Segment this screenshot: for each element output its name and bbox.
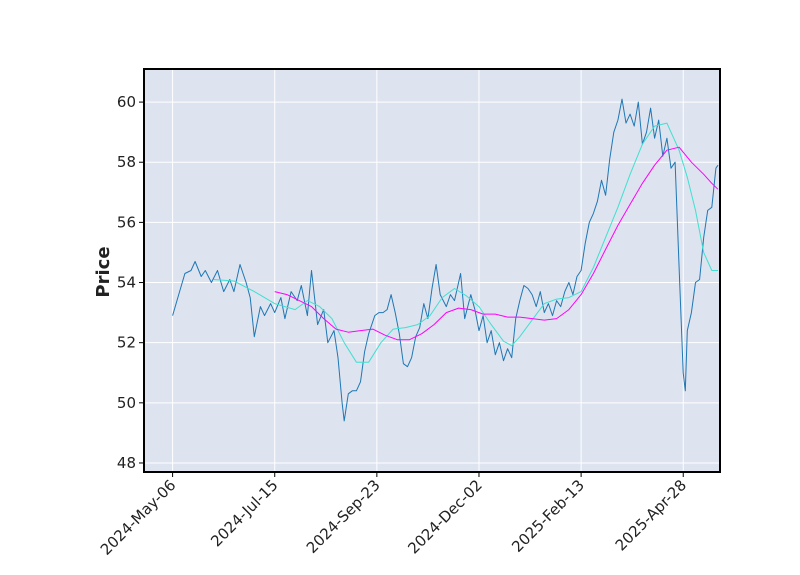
- x-axis-ticks: 2024-May-06 2024-Jul-15 2024-Sep-23 2024-De…: [97, 472, 690, 559]
- x-tick-label: 2025-Apr-28: [612, 476, 690, 554]
- y-tick-label: 50: [117, 394, 136, 412]
- y-tick-label: 52: [117, 334, 136, 352]
- y-tick-label: 56: [117, 213, 136, 231]
- y-tick-label: 48: [117, 454, 136, 472]
- series-line-price: [172, 98, 719, 422]
- x-tick-label: 2024-Jul-15: [207, 476, 281, 550]
- x-tick-label: 2024-May-06: [97, 476, 180, 559]
- plot-background: [144, 69, 720, 472]
- y-tick-label: 54: [117, 274, 136, 292]
- plot-frame: [143, 68, 721, 473]
- series-line-ma-long: [274, 146, 719, 341]
- y-tick-label: 58: [117, 153, 136, 171]
- grid-lines: [144, 69, 720, 472]
- y-axis-label: Price: [93, 246, 114, 297]
- series-line-ma-short: [213, 122, 718, 363]
- x-tick-label: 2024-Dec-02: [404, 476, 485, 557]
- y-axis-ticks: 48 50 52 54 56 58 60: [117, 93, 144, 472]
- x-tick-label: 2025-Feb-13: [508, 476, 588, 556]
- y-tick-label: 60: [117, 93, 136, 111]
- x-tick-label: 2024-Sep-23: [303, 476, 384, 557]
- series-lines: [172, 98, 719, 422]
